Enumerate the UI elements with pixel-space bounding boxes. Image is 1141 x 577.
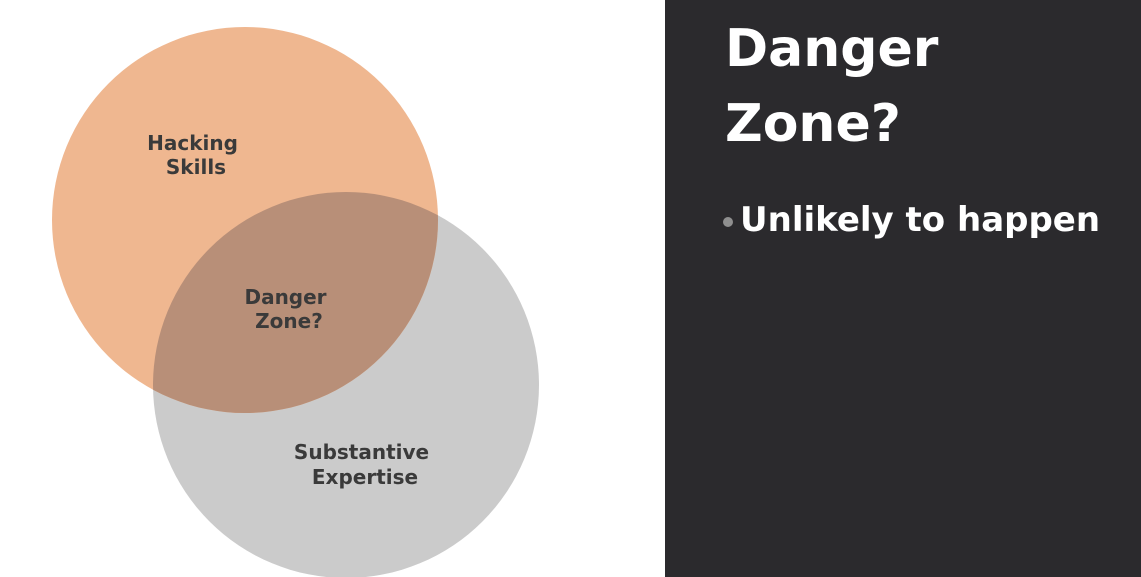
bullet-dot-icon	[723, 217, 733, 227]
hacking-skills-label: Hacking Skills	[147, 131, 245, 179]
bullet-list: Unlikely to happen	[723, 200, 1100, 240]
bullet-text: Unlikely to happen	[740, 200, 1101, 240]
substantive-expertise-label: Substantive Expertise	[294, 440, 436, 489]
panel-title-line-2: Zone?	[725, 94, 901, 154]
venn-diagram: Hacking Skills Danger Zone? Substantive …	[52, 27, 539, 577]
text-panel: Danger Zone? Unlikely to happen	[665, 0, 1141, 577]
panel-title-line-1: Danger	[725, 19, 939, 79]
venn-diagram-pane: Hacking Skills Danger Zone? Substantive …	[52, 27, 539, 577]
bullet-item: Unlikely to happen	[723, 200, 1100, 240]
danger-zone-label: Danger Zone?	[244, 285, 333, 333]
